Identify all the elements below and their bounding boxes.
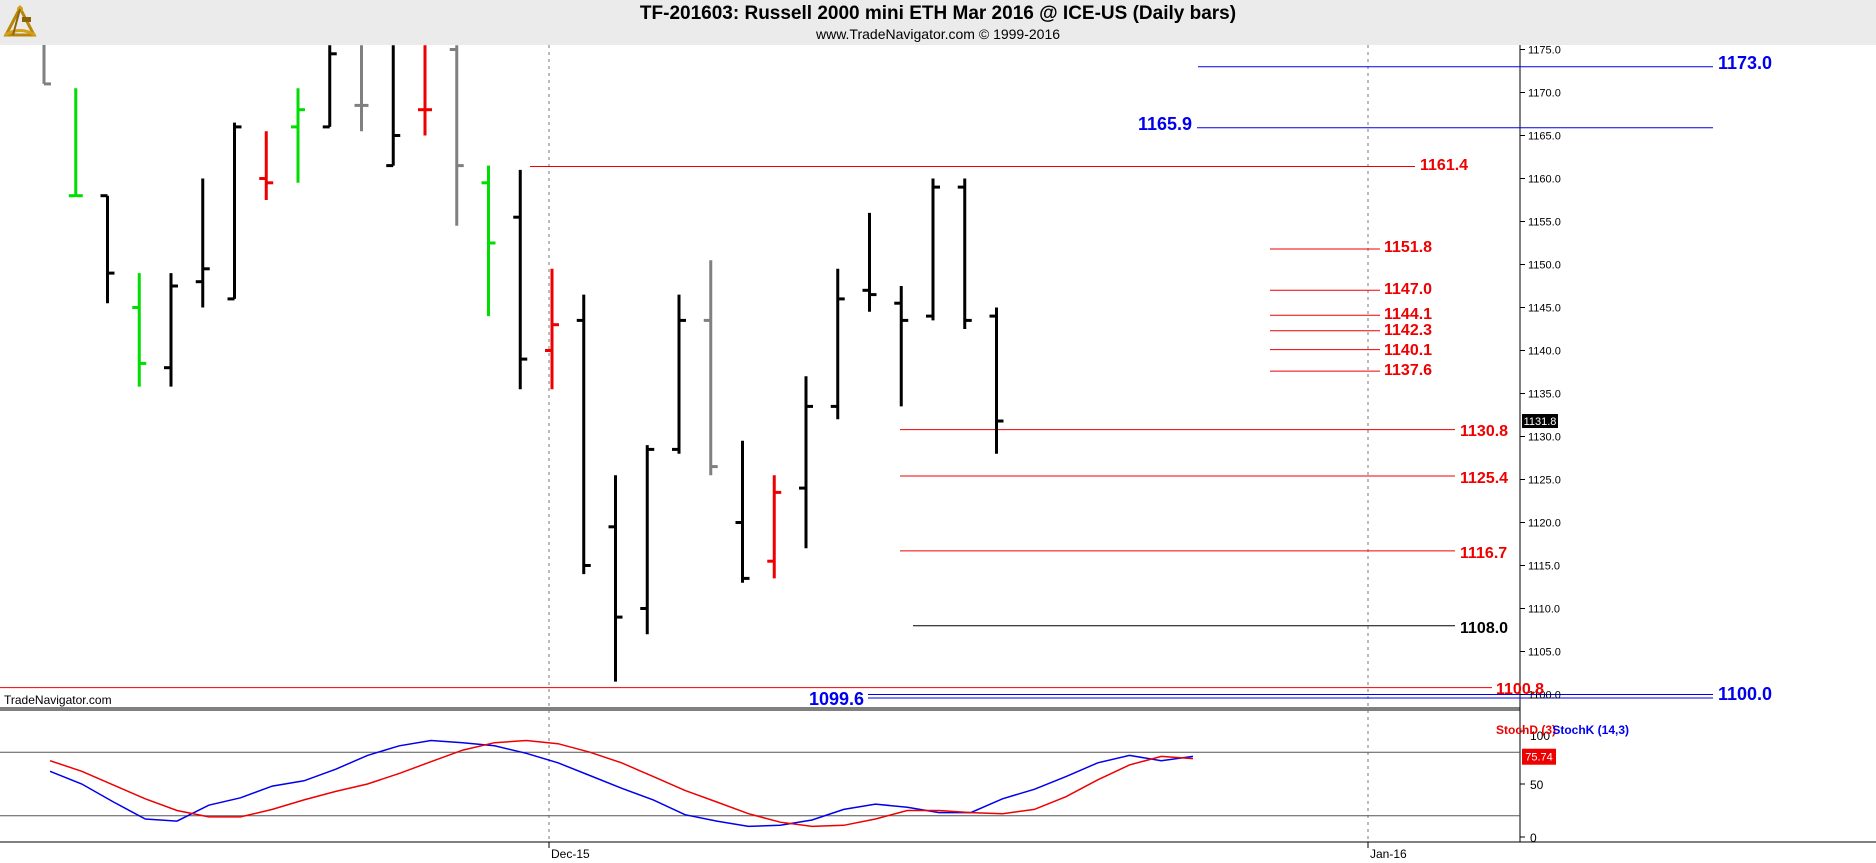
price-axis-tick-label: 1100.0 [1528, 690, 1561, 702]
ohlc-bar [449, 45, 464, 226]
level-label: 1100.8 [1496, 681, 1544, 698]
price-axis-tick-label: 1155.0 [1528, 217, 1561, 229]
ohlc-bar [291, 88, 305, 183]
level-label: 1147.0 [1384, 281, 1432, 298]
stochK-line [49, 739, 1194, 828]
ohlc-bar [164, 273, 178, 387]
level-label: 1161.4 [1420, 157, 1468, 174]
stochD-line [49, 739, 1194, 828]
ohlc-bar [227, 122, 242, 301]
price-axis-tick-label: 1165.0 [1528, 131, 1561, 143]
ohlc-bar [418, 45, 432, 136]
level-label: 1151.8 [1384, 239, 1432, 256]
ohlc-bar [926, 178, 940, 321]
level-label: 1165.9 [1138, 114, 1192, 134]
ohlc-bar [957, 178, 972, 329]
price-axis-tick-label: 1120.0 [1528, 518, 1561, 530]
stoch-axis-tick-label: 50 [1530, 778, 1544, 792]
ohlc-bar [100, 194, 115, 304]
last-price-label: 1131.8 [1524, 416, 1557, 428]
chart-header: TF-201603: Russell 2000 mini ETH Mar 201… [0, 0, 1876, 45]
level-label: 1099.6 [809, 689, 864, 709]
ohlc-bar [894, 286, 909, 407]
ohlc-bar [68, 88, 83, 198]
ohlc-bar [703, 260, 718, 476]
chart-title: TF-201603: Russell 2000 mini ETH Mar 201… [639, 3, 1237, 24]
stochastic-panel [49, 739, 1194, 828]
ohlc-bar [640, 445, 655, 635]
price-axis-tick-label: 1105.0 [1528, 647, 1561, 659]
level-label: 1144.1 [1384, 306, 1432, 323]
price-levels [0, 66, 1713, 699]
price-axis-tick-label: 1115.0 [1528, 561, 1560, 573]
chart-subtitle: www.TradeNavigator.com © 1999-2016 [815, 26, 1061, 42]
ohlc-bar [608, 475, 623, 682]
level-label: 1116.7 [1460, 545, 1507, 562]
price-axis-tick-label: 1140.0 [1528, 346, 1561, 358]
ohlc-bar [322, 45, 337, 129]
price-axis-tick-label: 1130.0 [1528, 432, 1561, 444]
ohlc-bar [42, 45, 51, 86]
price-axis-tick-label: 1145.0 [1528, 303, 1561, 315]
ohlc-bar [767, 475, 782, 579]
watermark-text: TradeNavigator.com [4, 693, 112, 707]
ohlc-bar [195, 178, 210, 308]
stochK-legend: StochK (14,3) [1552, 723, 1629, 737]
price-axis-tick-label: 1125.0 [1528, 475, 1561, 487]
ohlc-bar [259, 131, 274, 200]
ohlc-bar [862, 212, 877, 312]
level-label: 1142.3 [1384, 322, 1432, 339]
level-label: 1108.0 [1460, 620, 1508, 637]
ohlc-bar [989, 307, 1004, 454]
ohlc-bar [513, 169, 528, 390]
last-price-marker [1522, 414, 1558, 429]
ohlc-bar [735, 440, 750, 583]
ohlc-bar [481, 165, 496, 317]
level-label: 1100.0 [1718, 684, 1772, 704]
stochD-legend: StochD (3) [1496, 723, 1556, 737]
price-bars [42, 45, 1004, 682]
sextant-logo-icon [3, 4, 37, 37]
chart-frame [0, 45, 1876, 843]
ohlc-bar [545, 268, 559, 390]
chart-text: 1173.0 1165.9 1161.4 1151.8 1147.0 1144.11142… [4, 53, 1772, 737]
price-axis-tick-label: 1110.0 [1528, 604, 1560, 616]
level-label: 1140.1 [1384, 342, 1432, 359]
price-axis-tick-label: 1160.0 [1528, 174, 1561, 186]
stoch-last-value-marker [1522, 748, 1556, 765]
price-axis-tick-label: 1150.0 [1528, 260, 1561, 272]
level-label: 1130.8 [1460, 423, 1508, 440]
date-axis-label: Dec-15 [551, 847, 590, 861]
ohlc-bar [132, 273, 147, 387]
ohlc-bar [830, 268, 845, 420]
ohlc-bar [799, 376, 813, 549]
price-axis-tick-label: 1170.0 [1528, 88, 1561, 100]
level-label: 1125.4 [1460, 470, 1508, 487]
ohlc-bar [672, 294, 686, 454]
stoch-axis-tick-label: 100 [1530, 729, 1550, 743]
price-axis-tick-label: 1135.0 [1528, 389, 1561, 401]
price-axis-tick-label: 1175.0 [1528, 45, 1561, 57]
ohlc-bar [354, 45, 369, 132]
stoch-axis-tick-label: 0 [1530, 831, 1537, 845]
date-axis-label: Jan-16 [1370, 847, 1407, 861]
ohlc-bar [386, 45, 401, 168]
stoch-last-value-label: 75.74 [1525, 752, 1553, 764]
axes: 1175.0 1170.0 1165.0 1160.0 1155.0 1150.0 1145… [548, 45, 1561, 861]
ohlc-bar [576, 294, 591, 575]
level-label: 1137.6 [1384, 362, 1432, 379]
level-label: 1173.0 [1718, 53, 1772, 73]
